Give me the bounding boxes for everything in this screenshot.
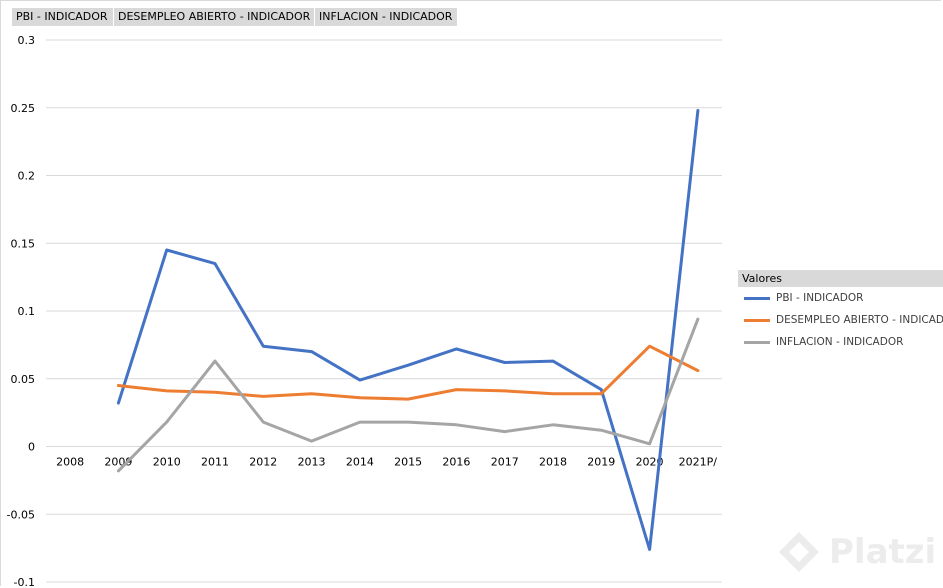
y-axis-tick-labels: 0.3 0.25 0.2 0.15 0.1 0.05 0 -0.05 -0.1: [7, 34, 35, 588]
x-tick-label: 2008: [56, 456, 84, 469]
y-tick-label: 0.15: [11, 237, 36, 250]
field-button-pbi[interactable]: PBI - INDICADOR: [12, 8, 114, 26]
series-line-inflacion[interactable]: [116, 317, 700, 473]
x-tick-label: 2016: [442, 456, 470, 469]
x-tick-label: 2017: [491, 456, 519, 469]
y-tick-label: -0.1: [14, 576, 35, 588]
y-tick-label: 0.05: [11, 373, 36, 386]
legend-swatch-pbi: [744, 296, 770, 300]
legend-label-desempleo: DESEMPLEO ABIERTO - INDICADOR: [776, 314, 943, 326]
field-button-inflacion[interactable]: INFLACION - INDICADOR: [315, 8, 458, 26]
x-tick-label: 2018: [539, 456, 567, 469]
legend-title[interactable]: Valores: [738, 270, 943, 287]
y-tick-label: 0.2: [18, 170, 36, 183]
series-lines: [116, 109, 700, 551]
x-tick-label: 2013: [298, 456, 326, 469]
field-button-desempleo[interactable]: DESEMPLEO ABIERTO - INDICADOR: [114, 8, 315, 26]
series-line-desempleo[interactable]: [116, 344, 700, 401]
x-tick-label: 2011: [201, 456, 229, 469]
x-tick-label: 2014: [346, 456, 374, 469]
legend-swatch-inflacion: [744, 340, 770, 344]
legend-swatch-desempleo: [744, 318, 770, 322]
x-axis-tick-labels: 2008 2009 2010 2011 2012 2013 2014 2015 2016 2017…: [56, 456, 717, 469]
series-line-pbi[interactable]: [116, 109, 700, 551]
gridlines: [46, 39, 722, 583]
x-tick-label: 2021P/: [679, 456, 718, 469]
platzi-watermark: Platzi: [775, 528, 936, 576]
y-tick-label: 0.25: [11, 102, 36, 115]
x-tick-label: 2015: [394, 456, 422, 469]
x-tick-label: 2010: [153, 456, 181, 469]
y-tick-label: -0.05: [7, 508, 35, 521]
legend-label-inflacion: INFLACION - INDICADOR: [776, 336, 904, 348]
x-tick-label: 2020: [636, 456, 664, 469]
x-tick-label: 2019: [587, 456, 615, 469]
legend: Valores PBI - INDICADOR DESEMPLEO ABIERT…: [738, 270, 943, 353]
legend-item-pbi: PBI - INDICADOR: [738, 287, 943, 309]
watermark-text: Platzi: [829, 532, 937, 572]
y-tick-label: 0: [28, 441, 35, 454]
platzi-logo-icon: [779, 532, 819, 572]
x-tick-label: 2012: [249, 456, 277, 469]
legend-item-inflacion: INFLACION - INDICADOR: [738, 331, 943, 353]
y-tick-label: 0.3: [18, 34, 36, 47]
field-buttons-bar: PBI - INDICADOR DESEMPLEO ABIERTO - INDI…: [12, 8, 458, 26]
legend-label-pbi: PBI - INDICADOR: [776, 292, 864, 304]
y-tick-label: 0.1: [18, 305, 36, 318]
legend-item-desempleo: DESEMPLEO ABIERTO - INDICADOR: [738, 309, 943, 331]
